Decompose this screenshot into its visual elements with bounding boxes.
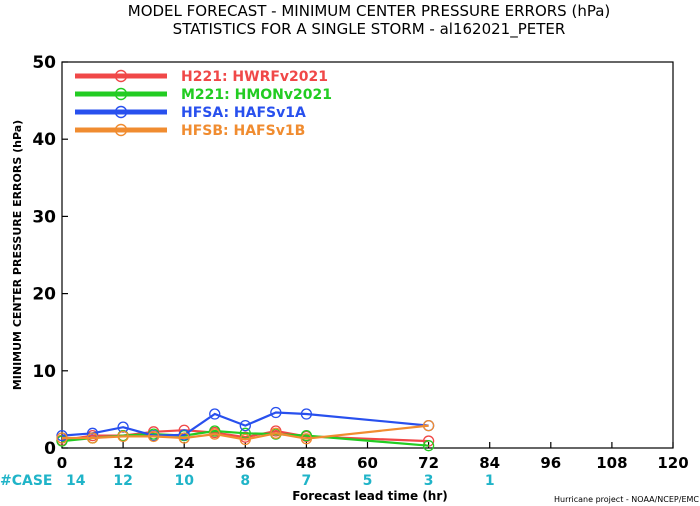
x-tick-label: 84 xyxy=(479,454,500,472)
series-2-point xyxy=(422,440,435,452)
credit-text: Hurricane project - NOAA/NCEP/EMC xyxy=(554,495,699,504)
y-axis-label: MINIMUM CENTER PRESSURE ERRORS (hPa) xyxy=(11,120,24,390)
case-count: 10 xyxy=(174,473,194,489)
series-3-point xyxy=(209,408,221,420)
x-tick-label: 120 xyxy=(657,454,688,472)
series-4-point xyxy=(56,432,68,444)
series-4-point xyxy=(422,419,435,432)
case-count: 12 xyxy=(113,473,132,489)
case-count: 14 xyxy=(66,473,86,489)
legend-marker-2 xyxy=(114,87,128,101)
series-4-point xyxy=(270,427,282,439)
series-layer xyxy=(56,406,435,452)
series-3-point xyxy=(178,429,190,441)
x-tick-label: 96 xyxy=(540,454,561,472)
case-label: #CASE xyxy=(0,473,53,489)
chart-title: MODEL FORECAST - MINIMUM CENTER PRESSURE… xyxy=(128,2,611,20)
x-tick-label: 24 xyxy=(174,454,195,472)
y-tick-label: 30 xyxy=(32,207,56,227)
chart-subtitle: STATISTICS FOR A SINGLE STORM - al162021… xyxy=(173,20,566,39)
series-4-point xyxy=(239,433,251,446)
case-count: 3 xyxy=(424,473,434,489)
series-2-point xyxy=(209,425,221,437)
legend-marker-1 xyxy=(114,69,128,83)
series-3-point xyxy=(117,421,129,433)
x-tick-label: 48 xyxy=(296,454,317,472)
series-3-point xyxy=(300,408,313,420)
legend: H221: HWRFv2021 M221: HMONv2021 HFSA: HAFS… xyxy=(75,69,332,139)
plot-frame xyxy=(61,61,674,449)
y-tick-label: 20 xyxy=(32,285,56,305)
x-tick-label: 0 xyxy=(57,454,67,472)
legend-label-4: HFSB: HAFSv1B xyxy=(181,123,305,139)
legend-label-2: M221: HMONv2021 xyxy=(181,87,332,103)
legend-label-1: H221: HWRFv2021 xyxy=(181,69,328,85)
case-count: 7 xyxy=(302,473,312,489)
x-tick-label: 60 xyxy=(357,454,378,472)
series-4-point xyxy=(117,430,129,443)
series-3-point xyxy=(239,419,251,432)
series-line-1 xyxy=(61,429,429,443)
y-tick-label: 40 xyxy=(32,130,56,150)
legend-marker-4 xyxy=(114,123,128,137)
case-count: 1 xyxy=(485,473,495,489)
legend-marker-3 xyxy=(114,105,128,119)
case-count: 8 xyxy=(240,473,250,489)
series-4-point xyxy=(209,428,221,440)
series-2-point xyxy=(300,429,313,442)
series-4-point xyxy=(147,430,160,443)
x-tick-label: 12 xyxy=(113,454,134,472)
legend-label-3: HFSA: HAFSv1A xyxy=(181,105,306,121)
case-count: 5 xyxy=(363,473,373,489)
series-3-point xyxy=(270,406,282,419)
series-line-3 xyxy=(61,411,429,437)
series-2-point xyxy=(239,427,251,439)
x-tick-label: 72 xyxy=(418,454,439,472)
x-tick-label: 108 xyxy=(596,454,627,472)
y-tick-label: 50 xyxy=(32,53,56,73)
x-axis-label: Forecast lead time (hr) xyxy=(292,489,448,503)
series-line-4 xyxy=(62,424,429,441)
y-axis-ticks: 0 10 20 30 40 50 xyxy=(32,53,68,459)
series-2-point xyxy=(56,435,68,447)
series-4-point xyxy=(86,432,99,444)
y-tick-label: 10 xyxy=(32,362,56,382)
series-4-point xyxy=(300,433,313,445)
series-4-point xyxy=(178,432,190,444)
x-tick-label: 36 xyxy=(235,454,256,472)
x-axis-ticks: 0 12 24 36 48 60 72 84 96 108 120 xyxy=(57,442,689,472)
case-counts: 14 12 10 8 7 5 3 1 xyxy=(66,473,495,489)
y-tick-label: 0 xyxy=(44,439,56,459)
series-1-point xyxy=(422,435,435,447)
